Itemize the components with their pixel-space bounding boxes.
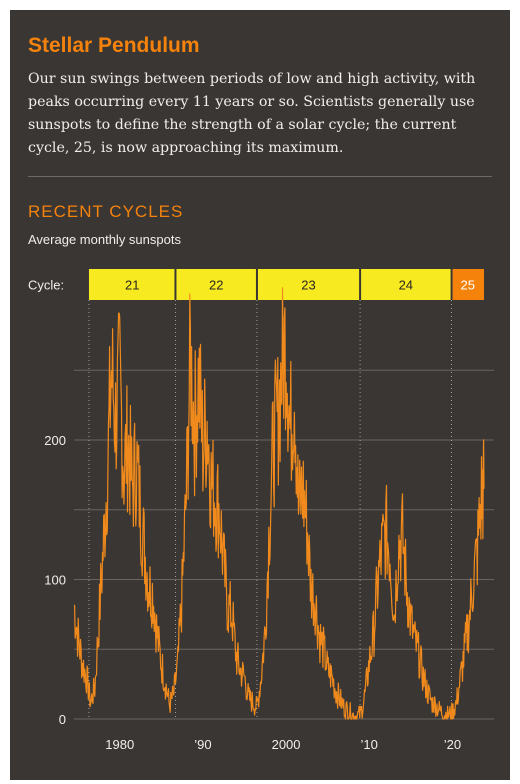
sunspot-series-line [73, 287, 485, 720]
y-tick-label: 100 [44, 573, 66, 588]
cycle-label: 25 [461, 278, 475, 293]
x-tick-label: ’90 [194, 737, 211, 752]
intro-paragraph: Our sun swings between periods of low an… [28, 71, 476, 156]
x-tick-label: 1980 [105, 737, 134, 752]
y-tick-label: 0 [59, 712, 66, 727]
cycle-band [256, 269, 361, 300]
cycle-band [360, 269, 452, 300]
x-tick-label: 2000 [272, 737, 301, 752]
x-tick-label: ’10 [361, 737, 378, 752]
cycle-axis-label: Cycle: [28, 278, 64, 293]
cycle-label: 24 [399, 278, 413, 293]
x-tick-label: ’20 [444, 737, 461, 752]
page-title: Stellar Pendulum [28, 34, 200, 57]
cycle-band [451, 269, 484, 300]
y-tick-label: 200 [44, 433, 66, 448]
cycle-label: 23 [301, 278, 315, 293]
infographic-card: Stellar Pendulum Our sun swings between … [10, 10, 510, 780]
sunspot-chart: 0 100 200 1980 ’90 2000 ’10 ’20 Cycle: 21 22 23 24 25 [28, 269, 494, 752]
cycle-label: 22 [209, 278, 223, 293]
cycle-band [88, 269, 176, 300]
chart-subtitle: Average monthly sunspots [28, 232, 181, 247]
cycle-band [175, 269, 257, 300]
divider [28, 176, 492, 177]
cycle-label: 21 [125, 278, 139, 293]
section-title: RECENT CYCLES [28, 202, 184, 221]
